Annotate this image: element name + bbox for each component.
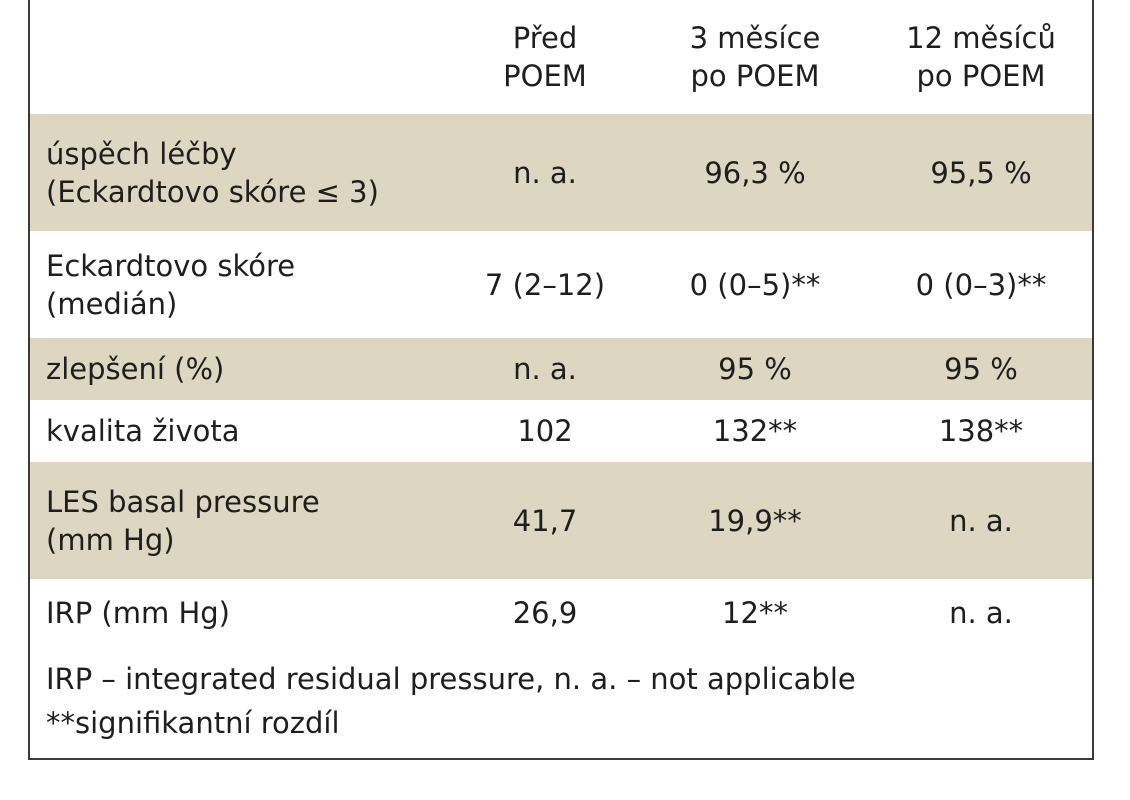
header-before-line2: POEM [503, 59, 587, 93]
row-label-line1: LES basal pressure [46, 484, 320, 519]
results-table: Před POEM 3 měsíce po POEM 12 měsíců po … [30, 0, 1092, 647]
cell-12-months: n. a. [870, 462, 1092, 579]
results-table-frame: Před POEM 3 měsíce po POEM 12 měsíců po … [28, 0, 1094, 760]
header-12m-line1: 12 měsíců [906, 21, 1056, 55]
cell-3-months: 95 % [640, 338, 870, 400]
header-12m-line2: po POEM [916, 59, 1046, 93]
table-row: LES basal pressure (mm Hg) 41,7 19,9** n… [30, 462, 1092, 579]
row-label: Eckardtovo skóre (medián) [30, 231, 450, 338]
cell-3-months: 0 (0–5)** [640, 231, 870, 338]
header-3m-line1: 3 měsíce [689, 21, 821, 55]
cell-before: n. a. [450, 114, 640, 231]
cell-12-months: 0 (0–3)** [870, 231, 1092, 338]
footnote-abbreviations: IRP – integrated residual pressure, n. a… [46, 662, 856, 696]
row-label: LES basal pressure (mm Hg) [30, 462, 450, 579]
header-3-months: 3 měsíce po POEM [640, 0, 870, 114]
header-before-poem: Před POEM [450, 0, 640, 114]
cell-3-months: 12** [640, 579, 870, 647]
row-label-line2: (mm Hg) [46, 522, 175, 557]
cell-12-months: 95,5 % [870, 114, 1092, 231]
row-label: úspěch léčby (Eckardtovo skóre ≤ 3) [30, 114, 450, 231]
header-before-line1: Před [512, 21, 578, 55]
header-empty-cell [30, 0, 450, 114]
header-12-months: 12 měsíců po POEM [870, 0, 1092, 114]
cell-before: 41,7 [450, 462, 640, 579]
header-3m-line2: po POEM [690, 59, 820, 93]
table-row: zlepšení (%) n. a. 95 % 95 % [30, 338, 1092, 400]
cell-12-months: n. a. [870, 579, 1092, 647]
row-label-line2: (Eckardtovo skóre ≤ 3) [46, 174, 379, 209]
row-label-line2: (medián) [46, 286, 178, 321]
cell-12-months: 95 % [870, 338, 1092, 400]
footnote-significance: **signifikantní rozdíl [46, 706, 340, 740]
table-row: IRP (mm Hg) 26,9 12** n. a. [30, 579, 1092, 647]
row-label-line1: Eckardtovo skóre [46, 248, 296, 283]
cell-before: 102 [450, 400, 640, 462]
table-row: kvalita života 102 132** 138** [30, 400, 1092, 462]
row-label: kvalita života [30, 400, 450, 462]
row-label: zlepšení (%) [30, 338, 450, 400]
cell-before: 26,9 [450, 579, 640, 647]
cell-3-months: 96,3 % [640, 114, 870, 231]
cell-before: n. a. [450, 338, 640, 400]
table-row: úspěch léčby (Eckardtovo skóre ≤ 3) n. a… [30, 114, 1092, 231]
cell-3-months: 132** [640, 400, 870, 462]
row-label: IRP (mm Hg) [30, 579, 450, 647]
cell-before: 7 (2–12) [450, 231, 640, 338]
row-label-line1: úspěch léčby [46, 136, 237, 171]
table-footnote: IRP – integrated residual pressure, n. a… [30, 647, 1092, 745]
header-row: Před POEM 3 měsíce po POEM 12 měsíců po … [30, 0, 1092, 114]
cell-3-months: 19,9** [640, 462, 870, 579]
cell-12-months: 138** [870, 400, 1092, 462]
table-row: Eckardtovo skóre (medián) 7 (2–12) 0 (0–… [30, 231, 1092, 338]
